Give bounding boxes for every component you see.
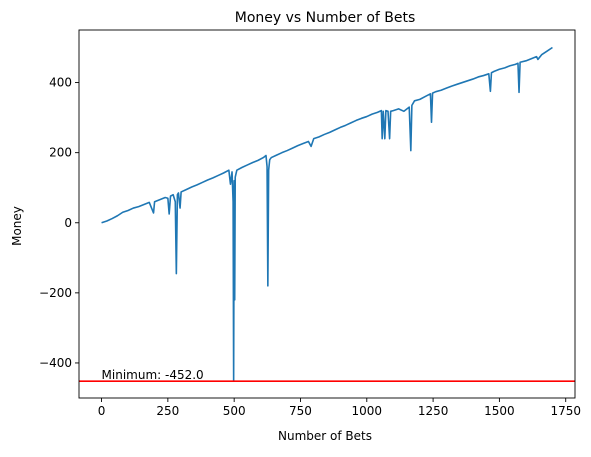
chart-title: Money vs Number of Bets (235, 10, 416, 26)
y-tick-label: 400 (49, 76, 72, 90)
x-tick-label: 250 (156, 404, 179, 418)
y-axis-label: Money (10, 206, 24, 246)
minimum-annotation: Minimum: -452.0 (102, 368, 204, 382)
x-tick-label: 750 (289, 404, 312, 418)
series-line-0 (101, 46, 553, 382)
y-tick-label: 0 (64, 216, 72, 230)
x-tick-label: 1250 (418, 404, 449, 418)
x-tick-label: 500 (223, 404, 246, 418)
plot-area: Minimum: -452.0 (79, 46, 575, 382)
y-tick-label: −400 (39, 356, 72, 370)
x-tick-label: 1000 (352, 404, 383, 418)
x-tick-label: 0 (98, 404, 106, 418)
axes-frame (78, 29, 576, 399)
y-tick-label: −200 (39, 286, 72, 300)
axes: 0 250 500 750 1000 1250 1500 1750 −400 −200 0 200 40… (39, 29, 581, 418)
y-tick-label: 200 (49, 146, 72, 160)
x-axis-label: Number of Bets (278, 429, 372, 443)
x-tick-label: 1750 (550, 404, 581, 418)
x-tick-label: 1500 (484, 404, 515, 418)
